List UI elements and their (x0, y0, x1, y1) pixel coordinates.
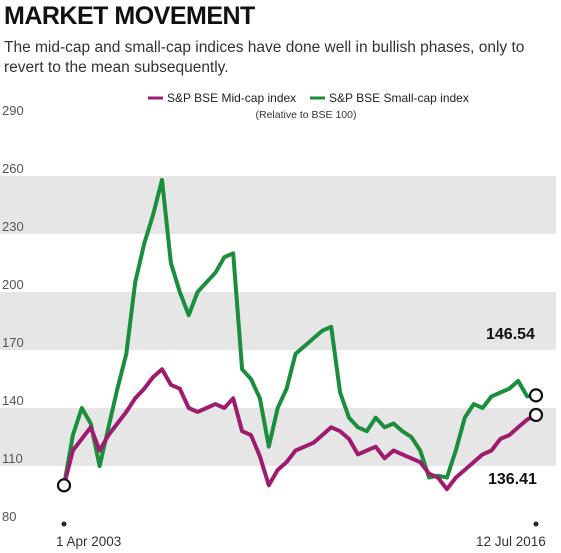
chart-subtitle: The mid-cap and small-cap indices have d… (4, 39, 525, 76)
end-label-midcap: 136.41 (488, 471, 537, 488)
y-tick-label: 170 (2, 335, 24, 350)
start-marker (56, 478, 72, 493)
legend: S&P BSE Mid-cap index S&P BSE Small-cap … (148, 91, 469, 121)
grid-band (0, 118, 556, 176)
grid-band (0, 350, 556, 408)
grid-band (0, 234, 556, 292)
y-tick-label: 110 (2, 451, 23, 466)
y-tick-label: 80 (2, 509, 16, 524)
grid-band (0, 176, 556, 234)
end-marker-smallcap (528, 388, 544, 403)
end-marker-midcap (528, 407, 544, 423)
y-tick-label: 200 (2, 277, 24, 292)
chart-note: (Relative to BSE 100) (256, 109, 357, 121)
legend-label-smallcap: S&P BSE Small-cap index (329, 91, 469, 105)
chart-title: MARKET MOVEMENT (4, 2, 255, 30)
series-lines (62, 177, 537, 492)
y-axis-ticks: 80 110 140 170 200 230 260 290 (2, 103, 24, 524)
series-line-midcap (62, 367, 537, 492)
x-start-tick (61, 521, 67, 527)
y-tick-label: 140 (2, 393, 24, 408)
y-tick-label: 290 (2, 103, 24, 118)
grid-band (0, 466, 556, 524)
x-end-label: 12 Jul 2016 (476, 534, 546, 549)
y-tick-label: 230 (2, 219, 24, 234)
series-line-smallcap (62, 177, 537, 486)
y-tick-label: 260 (2, 161, 24, 176)
end-label-smallcap: 146.54 (486, 326, 535, 343)
x-end-tick (533, 521, 539, 527)
legend-label-midcap: S&P BSE Mid-cap index (167, 91, 296, 105)
x-start-label: 1 Apr 2003 (56, 534, 121, 549)
grid-bands (0, 118, 556, 524)
grid-band (0, 292, 556, 350)
